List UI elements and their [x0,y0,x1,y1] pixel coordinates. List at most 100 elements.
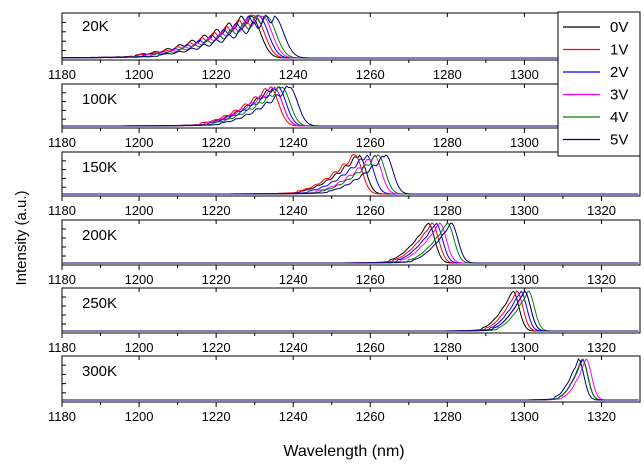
series-line-0v [62,86,639,127]
series-line-2v [62,86,639,127]
series-line-1v [62,290,639,332]
panel-label: 200K [82,227,117,244]
x-tick-label: 1200 [125,409,154,424]
x-tick-label: 1280 [433,67,462,82]
x-tick-label: 1200 [125,272,154,287]
series-line-4v [62,290,639,332]
x-tick-label: 1220 [202,340,231,355]
series-line-1v [62,86,639,127]
legend-label: 2V [610,64,628,81]
x-tick-label: 1200 [125,67,154,82]
x-tick-label: 1260 [356,203,385,218]
x-tick-label: 1260 [356,272,385,287]
x-tick-label: 1300 [510,409,539,424]
x-tick-label: 1240 [279,409,308,424]
x-tick-label: 1200 [125,340,154,355]
x-tick-label: 1280 [433,409,462,424]
x-tick-label: 1300 [510,272,539,287]
panel-label: 150K [82,159,117,176]
series-line-0v [62,154,639,195]
panel-frame [61,219,641,266]
series-line-1v [62,154,639,195]
panel-frame [61,355,641,403]
series-line-3v [62,358,639,401]
series-line-4v [62,154,639,195]
x-tick-label: 1260 [356,409,385,424]
x-tick-label: 1180 [48,67,76,82]
x-tick-label: 1300 [510,203,539,218]
panel-150k: 1180 1200 1220 1240 1260 1280 1300 1320 150K [48,151,641,218]
panel-200k: 1180 1200 1220 1240 1260 1280 1300 1320 200K [48,219,641,287]
series-line-5v [62,358,639,401]
x-tick-label: 1280 [433,340,462,355]
series-line-2v [62,358,639,401]
series-line-4v [62,14,639,59]
panels: 1180120012201240126012801300132020K11801… [48,12,641,424]
panel-frame [61,151,641,197]
series-line-1v [62,358,639,401]
x-tick-label: 1220 [202,409,231,424]
x-tick-label: 1240 [279,67,308,82]
series-line-2v [62,290,639,332]
series-line-5v [62,85,639,127]
series-line-2v [62,154,639,195]
series-line-4v [62,222,639,264]
series-line-0v [62,222,639,264]
series-line-3v [62,290,639,332]
x-tick-label: 1260 [356,340,385,355]
panel-label: 250K [82,295,117,312]
x-tick-label: 1180 [48,203,76,218]
series-line-5v [62,222,639,264]
legend-item-2v: 2V [563,64,628,81]
x-tick-label: 1240 [279,340,308,355]
legend-item-5v: 5V [563,132,628,149]
legend-label: 1V [610,42,628,59]
x-tick-label: 1300 [510,340,539,355]
x-tick-label: 1220 [202,203,231,218]
x-tick-label: 1320 [587,272,616,287]
x-tick-label: 1180 [48,409,76,424]
x-tick-label: 1240 [279,272,308,287]
panel-300k: 1180 1200 1220 1240 1260 1280 1300 1320 300K [48,355,641,424]
panel-100k: 11801200122012401260128013001320100K [48,83,641,150]
series-line-0v [62,15,639,59]
panel-frame [61,12,641,61]
legend-label: 5V [610,132,628,149]
legend-item-3v: 3V [563,87,628,104]
panel-frame [61,83,641,129]
x-tick-label: 1220 [202,272,231,287]
legend-item-1v: 1V [563,42,628,59]
legend-box [557,11,641,157]
x-tick-label: 1300 [510,135,539,150]
legend: 0V 1V 2V 3V 4V 5V [557,11,641,157]
legend-label: 3V [610,87,628,104]
x-tick-label: 1320 [587,340,616,355]
x-tick-label: 1200 [125,203,154,218]
series-line-1v [62,222,639,264]
series-line-2v [62,14,639,59]
series-line-1v [62,14,639,59]
x-axis-label: Wavelength (nm) [283,443,404,460]
x-tick-label: 1200 [125,135,154,150]
x-tick-label: 1280 [433,203,462,218]
x-tick-label: 1300 [510,67,539,82]
legend-label: 0V [610,19,628,36]
series-line-5v [62,14,639,59]
legend-label: 4V [610,109,628,126]
series-line-0v [62,358,639,401]
series-line-3v [62,14,639,59]
panel-frame [61,287,641,334]
x-tick-label: 1180 [48,340,76,355]
x-tick-label: 1320 [587,203,616,218]
panel-label: 300K [82,363,117,380]
x-tick-label: 1180 [48,272,76,287]
panel-label: 100K [82,91,117,108]
series-line-3v [62,222,639,264]
x-tick-label: 1260 [356,67,385,82]
series-line-2v [62,222,639,264]
x-tick-label: 1280 [433,272,462,287]
x-tick-label: 1260 [356,135,385,150]
panel-20k: 1180120012201240126012801300132020K [48,12,641,82]
series-line-3v [62,86,639,127]
